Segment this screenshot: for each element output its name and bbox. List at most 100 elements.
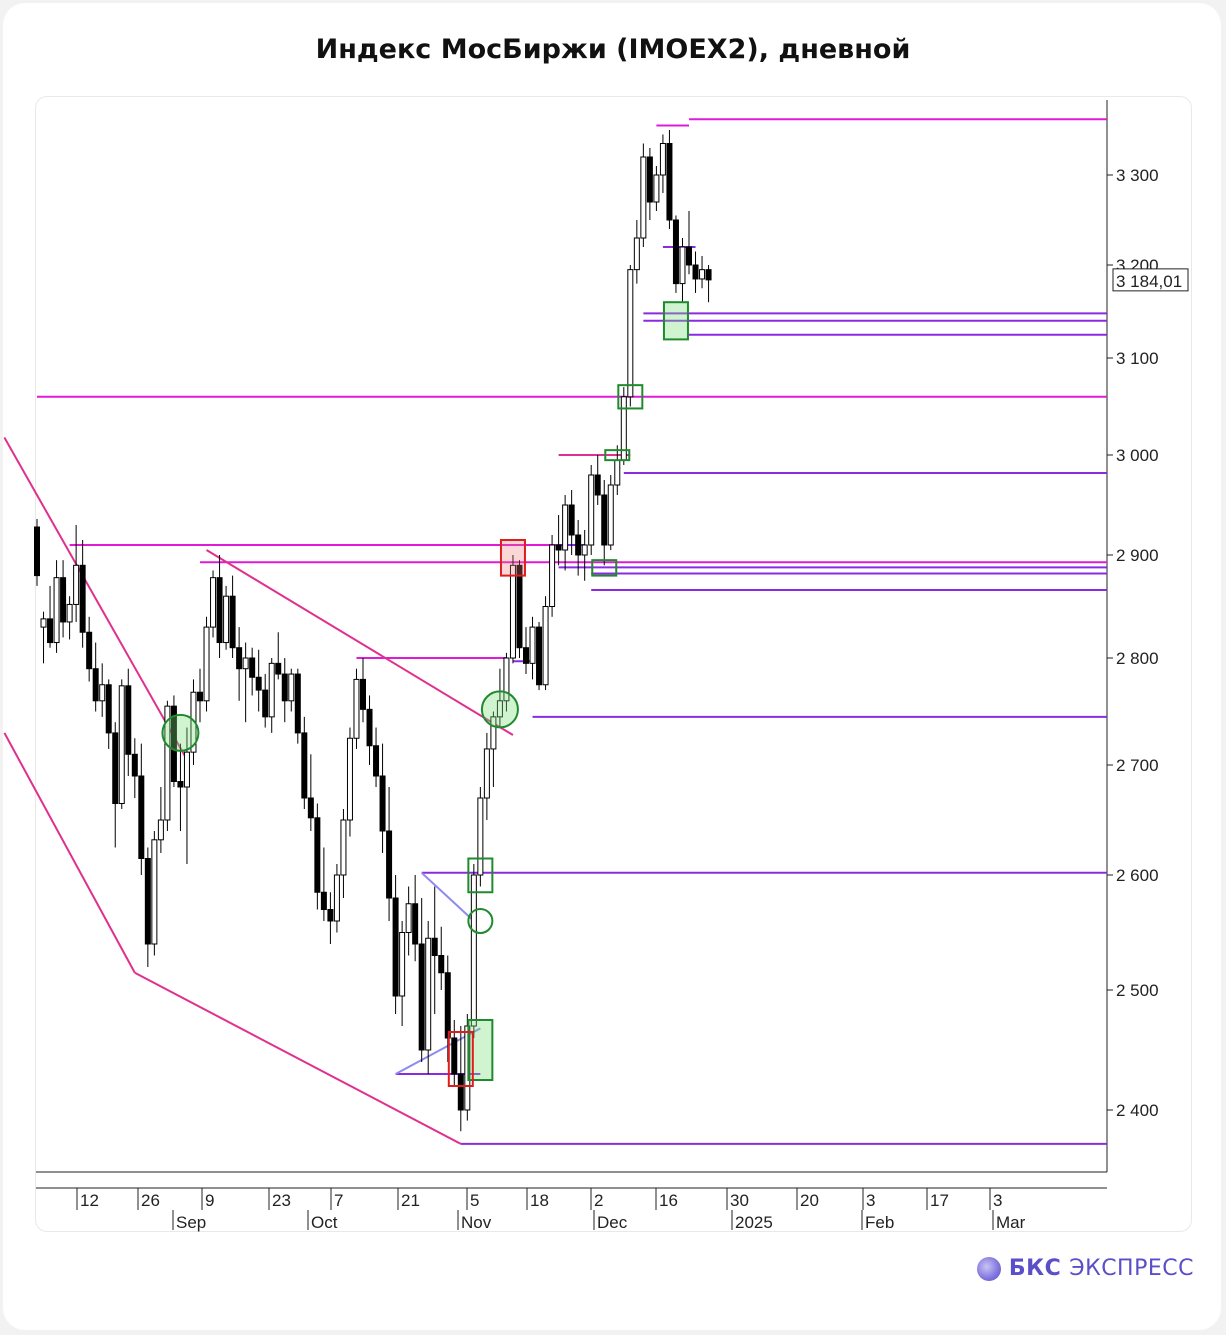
candle-body: [177, 781, 184, 788]
candle-body: [425, 937, 432, 1051]
candle-body: [131, 753, 138, 777]
candle-body: [483, 748, 490, 799]
wedge-upper-line: [421, 872, 475, 922]
candle-body: [314, 817, 321, 893]
candle-body: [373, 745, 380, 777]
day-tick-label: 16: [659, 1191, 678, 1210]
candle-body: [568, 504, 575, 536]
candle-body: [320, 891, 327, 910]
brand-name-bold: БКС: [1008, 1256, 1062, 1281]
candle-body: [705, 269, 712, 281]
candle-body: [405, 903, 412, 933]
candle-body: [157, 819, 164, 841]
candle-body: [118, 685, 125, 805]
last-price-label: 3 184,01: [1116, 272, 1182, 291]
candle-body: [151, 839, 158, 945]
candle-body: [73, 564, 80, 605]
candle-body: [438, 955, 445, 974]
candle-body: [666, 143, 673, 221]
candle-body: [99, 684, 106, 702]
candle-body: [333, 874, 340, 922]
candle-body: [164, 705, 171, 821]
candle-body: [490, 716, 497, 750]
candle-body: [34, 526, 40, 577]
candle-body: [144, 858, 151, 945]
candle-body: [86, 631, 93, 670]
candle-body: [646, 156, 653, 203]
red-box-2890: [499, 539, 526, 577]
candle-body: [307, 797, 314, 819]
candle-body: [242, 657, 249, 670]
day-tick-label: 3: [866, 1191, 875, 1210]
candle-body: [575, 534, 582, 556]
candle-body: [451, 1037, 458, 1075]
candle-body: [549, 544, 556, 607]
candle-body: [125, 685, 132, 755]
descending-resistance-line: [206, 549, 514, 736]
candle-body: [301, 732, 308, 799]
candle-body: [66, 603, 73, 623]
candle-body: [699, 269, 706, 280]
green-box-3140: [662, 301, 689, 341]
day-tick-label: 7: [334, 1191, 343, 1210]
bks-logo-icon: [976, 1256, 1001, 1281]
candle-body: [281, 673, 288, 702]
day-tick-label: 20: [800, 1191, 819, 1210]
candle-body: [53, 577, 60, 644]
candle-body: [412, 903, 419, 945]
candle-body: [516, 564, 523, 649]
candle-body: [288, 673, 295, 702]
month-tick-label: Feb: [865, 1213, 894, 1232]
candle-body: [138, 775, 145, 859]
y-tick-label: 3 100: [1116, 349, 1159, 368]
candle-body: [431, 937, 438, 956]
day-tick-label: 23: [272, 1191, 291, 1210]
y-tick-label: 2 600: [1116, 866, 1159, 885]
candle-body: [562, 504, 569, 551]
candle-body: [601, 494, 608, 546]
candle-body: [79, 564, 86, 633]
day-tick-label: 9: [205, 1191, 214, 1210]
candle-body: [503, 657, 510, 702]
day-tick-label: 26: [141, 1191, 160, 1210]
breakout-circle-sep: [161, 713, 200, 752]
candle-body: [640, 156, 647, 239]
upper-channel-line: [3, 437, 188, 761]
candle-body: [633, 237, 640, 271]
candle-body: [379, 775, 386, 832]
candle-body: [255, 676, 262, 691]
candle-body: [210, 577, 217, 628]
candle-body: [112, 732, 119, 805]
candle-body: [353, 678, 360, 739]
candle-body: [386, 830, 393, 899]
candle-body: [614, 459, 621, 486]
brand-logo: БКС ЭКСПРЕСС: [976, 1256, 1194, 1281]
candle-body: [509, 564, 516, 659]
candle-body: [594, 474, 601, 496]
candle-body: [216, 577, 223, 644]
candle-body: [555, 544, 562, 551]
month-tick-label: Sep: [176, 1213, 206, 1232]
candle-body: [529, 626, 536, 664]
candle-body: [105, 684, 112, 734]
month-tick-label: Mar: [996, 1213, 1026, 1232]
candle-body: [40, 618, 47, 628]
candle-body: [47, 618, 54, 644]
candle-body: [236, 647, 243, 670]
lower-channel-line: [3, 732, 136, 974]
wedge-circle: [467, 908, 494, 934]
candle-body: [340, 819, 347, 876]
green-box-2600: [467, 857, 494, 894]
candle-body: [275, 662, 282, 675]
day-tick-label: 2: [594, 1191, 603, 1210]
candle-body: [327, 909, 334, 922]
candle-body: [170, 705, 177, 783]
plot-frame: [35, 96, 1192, 1232]
candle-body: [523, 647, 529, 664]
candle-body: [399, 932, 406, 997]
candle-body: [366, 708, 373, 747]
candle-body: [183, 751, 190, 788]
candle-body: [92, 668, 99, 702]
y-tick-label: 2 900: [1116, 546, 1159, 565]
